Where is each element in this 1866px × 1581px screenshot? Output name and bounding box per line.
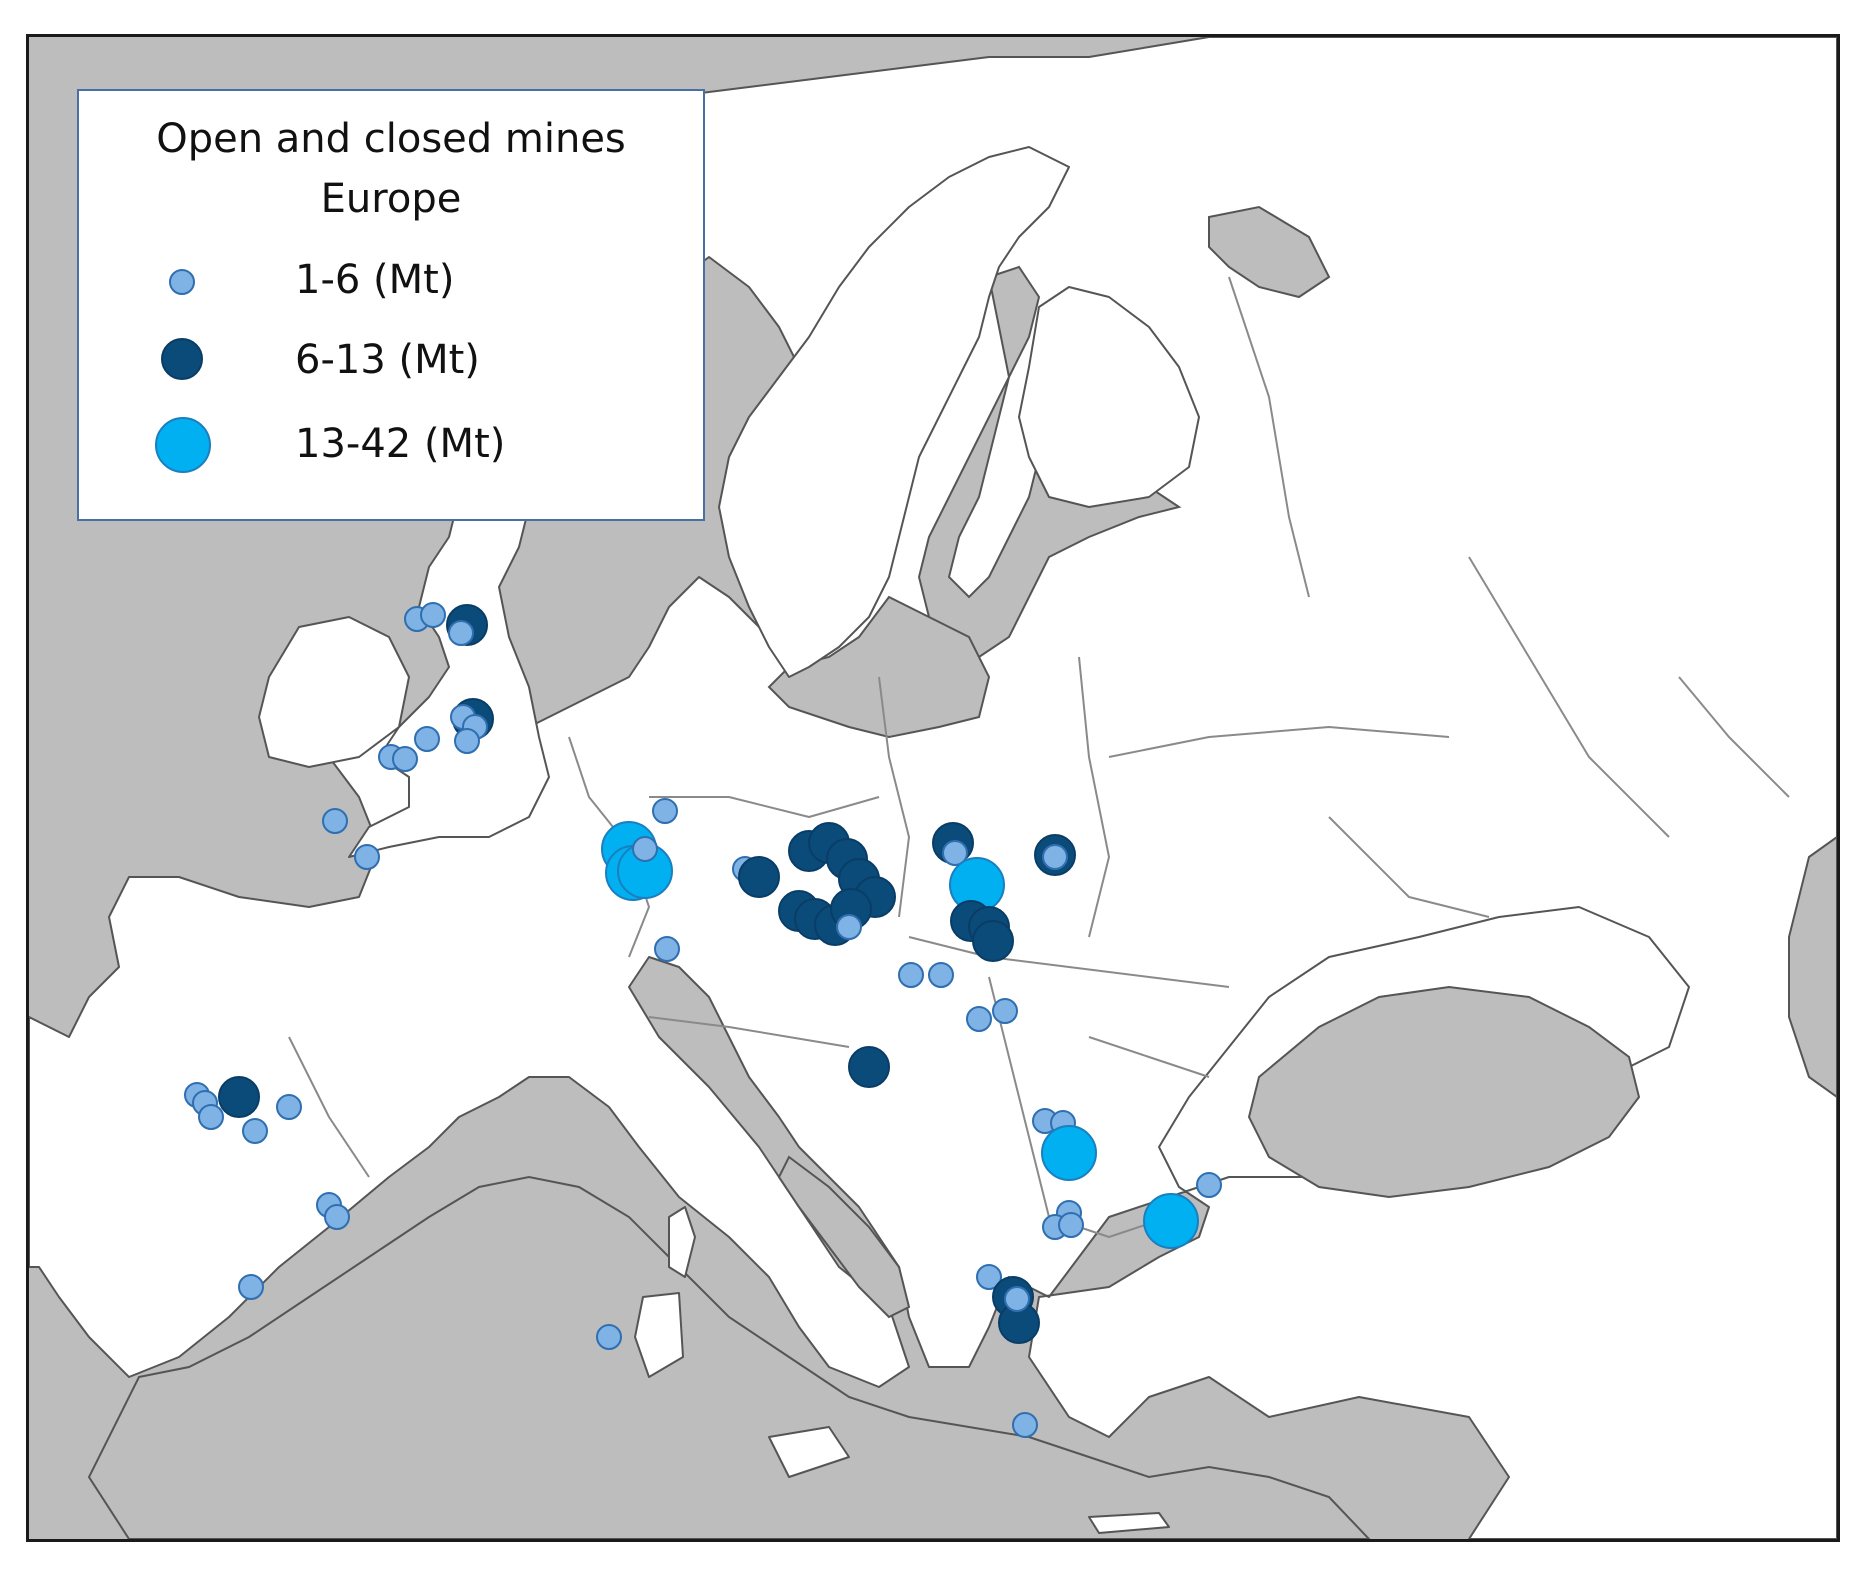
mine-marker-small[interactable] <box>898 962 924 988</box>
mine-marker-small[interactable] <box>322 808 348 834</box>
mines-layer <box>29 37 1837 1539</box>
land-corsica <box>668 1206 696 1278</box>
land-scandinavia <box>718 146 1070 678</box>
mine-marker-small[interactable] <box>1012 1412 1038 1438</box>
mine-marker-small[interactable] <box>632 836 658 862</box>
legend-title-line2: Europe <box>320 176 462 222</box>
mine-marker-small[interactable] <box>454 728 480 754</box>
mine-marker-medium[interactable] <box>972 920 1014 962</box>
mine-marker-small[interactable] <box>928 962 954 988</box>
legend-symbol-small <box>169 269 195 295</box>
legend-symbol-large <box>155 417 211 473</box>
mine-marker-small[interactable] <box>652 798 678 824</box>
mine-marker-small[interactable] <box>198 1104 224 1130</box>
mine-marker-large[interactable] <box>1041 1125 1097 1181</box>
legend-item-large: 13-42 (Mt) <box>79 409 703 479</box>
mine-marker-large[interactable] <box>1143 1193 1199 1249</box>
sea-white-sea <box>1208 205 1331 299</box>
mine-marker-small[interactable] <box>966 1006 992 1032</box>
mine-marker-small[interactable] <box>596 1324 622 1350</box>
mine-marker-small[interactable] <box>392 746 418 772</box>
legend-title: Open and closed mines Europe <box>79 109 703 229</box>
mine-marker-medium[interactable] <box>738 856 780 898</box>
mine-marker-small[interactable] <box>1042 844 1068 870</box>
mine-marker-small[interactable] <box>420 602 446 628</box>
mine-marker-small[interactable] <box>976 1264 1002 1290</box>
europe-map[interactable] <box>29 37 1837 1539</box>
mine-marker-small[interactable] <box>1196 1172 1222 1198</box>
legend-item-medium: 6-13 (Mt) <box>79 325 703 395</box>
legend-symbol-medium <box>161 338 203 380</box>
legend-item-small: 1-6 (Mt) <box>79 245 703 315</box>
legend: Open and closed mines Europe 1-6 (Mt) 6-… <box>77 89 705 521</box>
land-sardinia <box>634 1292 684 1378</box>
mine-marker-medium[interactable] <box>848 1046 890 1088</box>
mine-marker-small[interactable] <box>1004 1286 1030 1312</box>
mine-marker-small[interactable] <box>414 726 440 752</box>
mine-marker-small[interactable] <box>448 620 474 646</box>
mine-marker-small[interactable] <box>276 1094 302 1120</box>
land-ireland <box>258 616 410 768</box>
mine-marker-small[interactable] <box>354 844 380 870</box>
legend-label-large: 13-42 (Mt) <box>295 421 506 467</box>
map-frame: Open and closed mines Europe 1-6 (Mt) 6-… <box>26 34 1840 1542</box>
land-crete <box>1088 1512 1170 1534</box>
sea-mediterranean <box>87 1175 1371 1539</box>
sea-caspian <box>1788 835 1837 1099</box>
legend-label-medium: 6-13 (Mt) <box>295 337 480 383</box>
sea-adriatic <box>777 1155 911 1319</box>
mine-marker-small[interactable] <box>654 936 680 962</box>
mine-marker-small[interactable] <box>238 1274 264 1300</box>
mine-marker-medium[interactable] <box>218 1076 260 1118</box>
mine-marker-small[interactable] <box>1058 1212 1084 1238</box>
sea-black-sea <box>1247 985 1641 1199</box>
mine-marker-small[interactable] <box>992 998 1018 1024</box>
mine-marker-small[interactable] <box>836 914 862 940</box>
legend-title-line1: Open and closed mines <box>156 116 626 162</box>
mine-marker-small[interactable] <box>242 1118 268 1144</box>
mine-marker-small[interactable] <box>324 1204 350 1230</box>
land-sicily <box>768 1426 850 1478</box>
land-finland <box>1018 286 1200 508</box>
legend-label-small: 1-6 (Mt) <box>295 257 455 303</box>
